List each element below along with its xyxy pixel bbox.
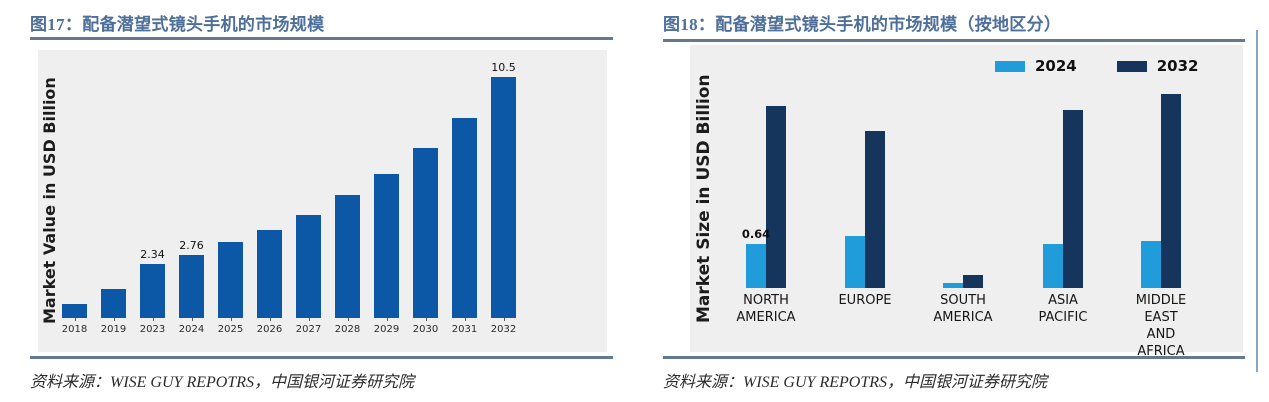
fig18-legend: 2024 2032 <box>995 57 1199 75</box>
figure-18-bottom-rule <box>663 356 1245 359</box>
fig17-x-label-2018: 2018 <box>61 324 88 335</box>
fig17-slot-2019: 2019 <box>94 50 133 335</box>
figure-18-title-rule <box>663 39 1245 42</box>
bar-europe-2024 <box>845 236 865 288</box>
fig17-x-label-2027: 2027 <box>295 324 322 335</box>
fig17-value-label-2024: 2.76 <box>179 239 204 252</box>
fig17-x-tick-2026 <box>269 318 271 321</box>
fig17-slot-2030: 2030 <box>406 50 445 335</box>
fig17-x-tick-2023 <box>152 318 154 321</box>
fig18-slot-europe: EUROPE <box>816 45 914 308</box>
fig18-value-label-0.64: 0.64 <box>741 227 771 241</box>
legend-label-2024: 2024 <box>1035 57 1077 75</box>
fig17-plot: 2018 2019 2023 2.34 2024 2.76 2025 2026 2027 2028… <box>38 50 607 352</box>
bar-2026 <box>257 230 282 318</box>
fig17-slot-2028: 2028 <box>328 50 367 335</box>
fig18-x-label-asia-pacific: ASIA PACIFIC <box>1038 293 1088 325</box>
bar-south-america-2032 <box>963 275 983 288</box>
fig17-x-tick-2028 <box>347 318 349 321</box>
bar-2029 <box>374 174 399 318</box>
bar-middle-east-and-africa-2024 <box>1141 241 1161 288</box>
fig17-x-label-2030: 2030 <box>412 324 439 335</box>
fig17-x-label-2029: 2029 <box>373 324 400 335</box>
fig17-x-tick-2024 <box>191 318 193 321</box>
fig17-x-tick-2032 <box>503 318 505 321</box>
figure-17-bottom-rule <box>30 356 613 359</box>
legend-item-2032: 2032 <box>1116 57 1199 75</box>
fig17-x-label-2031: 2031 <box>451 324 478 335</box>
bar-2024 <box>179 255 204 318</box>
bar-2028 <box>335 195 360 318</box>
fig17-x-label-2026: 2026 <box>256 324 283 335</box>
figure-18: 图18：配备潜望式镜头手机的市场规模（按地区分） Market Size in … <box>663 8 1245 400</box>
fig18-plot: NORTH AMERICA 0.64 EUROPE SOUTH AMERICA ASIA… <box>690 45 1243 359</box>
fig17-slot-2018: 2018 <box>55 50 94 335</box>
fig17-x-label-2028: 2028 <box>334 324 361 335</box>
figure-18-source: 资料来源：WISE GUY REPOTRS，中国银河证券研究院 <box>663 374 1047 391</box>
fig17-slot-2031: 2031 <box>445 50 484 335</box>
bar-2025 <box>218 242 243 318</box>
fig17-x-label-2025: 2025 <box>217 324 244 335</box>
fig17-chart-area: Market Value in USD Billion 2018 2019 2023… <box>38 50 607 352</box>
fig17-value-label-2032: 10.5 <box>491 61 516 74</box>
fig17-x-tick-2029 <box>386 318 388 321</box>
fig18-x-label-north-america: NORTH AMERICA <box>736 293 796 325</box>
bar-north-america-2032 <box>766 106 786 288</box>
figure-17-source: 资料来源：WISE GUY REPOTRS，中国银河证券研究院 <box>30 374 414 391</box>
legend-swatch-2032 <box>1116 60 1147 72</box>
figure-17-title: 图17：配备潜望式镜头手机的市场规模 <box>30 15 325 34</box>
bar-2032 <box>491 77 516 318</box>
fig18-slot-north-america: NORTH AMERICA 0.64 <box>717 45 815 325</box>
figure-17: 图17：配备潜望式镜头手机的市场规模 Market Value in USD B… <box>30 8 613 400</box>
fig18-slot-asia-pacific: ASIA PACIFIC <box>1014 45 1112 325</box>
fig18-x-label-europe: EUROPE <box>838 293 892 308</box>
fig17-x-label-2019: 2019 <box>100 324 127 335</box>
fig17-x-tick-2030 <box>425 318 427 321</box>
fig17-slot-2023: 2023 2.34 <box>133 50 172 335</box>
bar-2018 <box>62 304 87 318</box>
bar-2027 <box>296 215 321 318</box>
fig17-slot-2026: 2026 <box>250 50 289 335</box>
bar-2030 <box>413 148 438 318</box>
bar-europe-2032 <box>865 131 885 288</box>
fig17-slot-2032: 2032 10.5 <box>484 50 523 335</box>
figure-17-title-rule <box>30 37 613 40</box>
bar-2023 <box>140 264 165 318</box>
fig17-slot-2025: 2025 <box>211 50 250 335</box>
fig17-x-label-2032: 2032 <box>490 324 517 335</box>
figure-18-title: 图18：配备潜望式镜头手机的市场规模（按地区分） <box>663 15 1062 34</box>
bar-2031 <box>452 118 477 318</box>
legend-swatch-2024 <box>995 60 1025 72</box>
bar-asia-pacific-2032 <box>1063 110 1083 288</box>
bar-asia-pacific-2024 <box>1043 244 1063 288</box>
fig18-slot-south-america: SOUTH AMERICA <box>914 45 1012 325</box>
fig17-value-label-2023: 2.34 <box>140 248 165 261</box>
bar-middle-east-and-africa-2032 <box>1161 94 1181 288</box>
fig17-slot-2027: 2027 <box>289 50 328 335</box>
bar-south-america-2024 <box>943 283 963 288</box>
page-edge-line <box>1256 30 1258 372</box>
fig17-x-tick-2019 <box>113 318 115 321</box>
fig18-x-label-south-america: SOUTH AMERICA <box>933 293 993 325</box>
fig17-x-tick-2031 <box>464 318 466 321</box>
legend-item-2024: 2024 <box>995 57 1077 75</box>
fig17-x-tick-2027 <box>308 318 310 321</box>
fig18-slot-middle-east-and-africa: MIDDLE EAST AND AFRICA <box>1112 45 1210 359</box>
fig18-x-label-middle-east-and-africa: MIDDLE EAST AND AFRICA <box>1135 293 1187 359</box>
fig17-x-tick-2018 <box>74 318 76 321</box>
fig17-x-label-2024: 2024 <box>178 324 205 335</box>
bar-2019 <box>101 289 126 318</box>
fig17-x-label-2023: 2023 <box>139 324 166 335</box>
bar-north-america-2024 <box>746 244 766 288</box>
legend-label-2032: 2032 <box>1156 57 1199 75</box>
fig17-slot-2029: 2029 <box>367 50 406 335</box>
fig18-chart-area: Market Size in USD Billion 2024 2032 NORT… <box>690 45 1243 359</box>
fig17-slot-2024: 2024 2.76 <box>172 50 211 335</box>
fig17-x-tick-2025 <box>230 318 232 321</box>
